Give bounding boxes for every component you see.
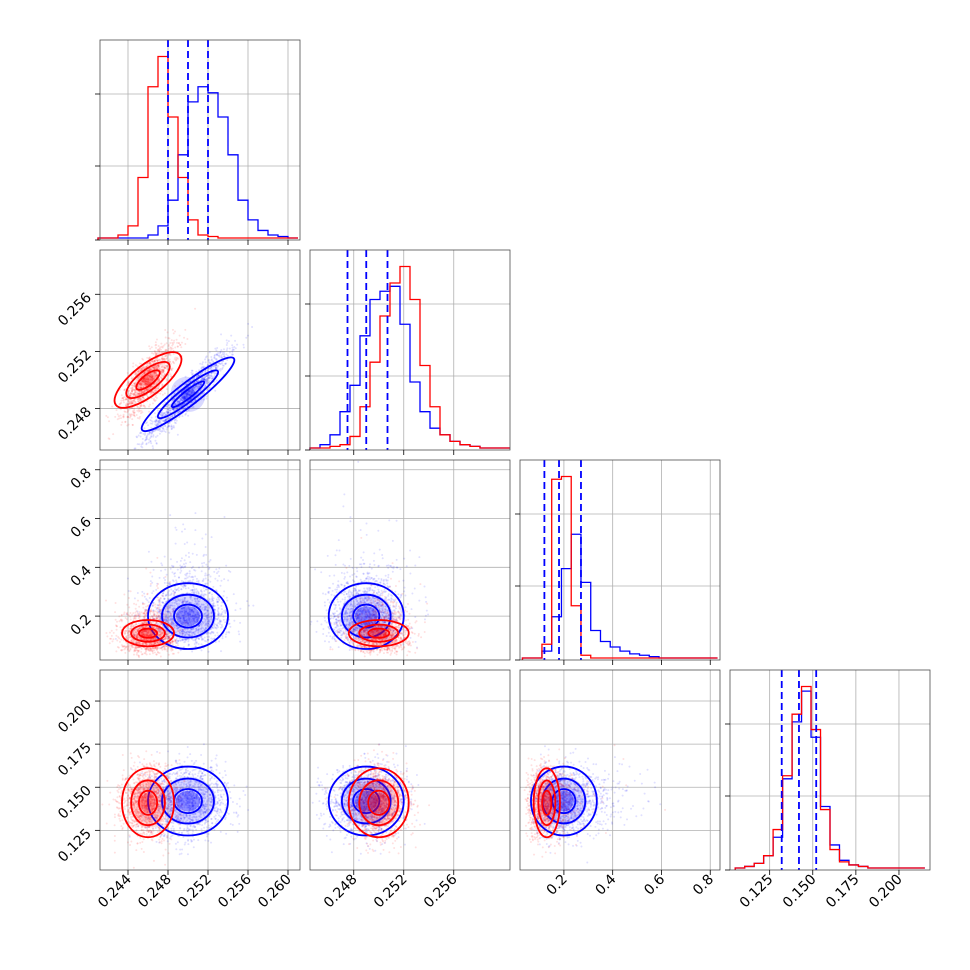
contour — [340, 593, 392, 639]
hist-1-blue — [309, 285, 510, 450]
hist-0-red — [97, 55, 298, 240]
contour — [530, 765, 598, 837]
y-tick-label: 0.125 — [55, 826, 95, 866]
contour — [532, 767, 561, 839]
contour — [170, 380, 206, 409]
contour — [135, 369, 161, 391]
x-tick-label: 0.248 — [321, 872, 361, 912]
contour — [551, 788, 577, 815]
contour — [161, 593, 215, 639]
contour — [137, 789, 158, 816]
x-tick-label: 0.2 — [544, 872, 571, 899]
contour — [147, 765, 229, 837]
y-tick-label: 0.248 — [55, 404, 95, 444]
contour — [327, 582, 405, 650]
panel-3-0 — [99, 669, 301, 871]
panel-3-3 — [725, 669, 931, 871]
x-tick-label: 0.8 — [690, 872, 717, 899]
y-tick-label: 0.8 — [68, 465, 95, 492]
y-tick-label: 0.150 — [55, 783, 95, 823]
y-tick-label: 0.175 — [55, 740, 95, 780]
contour — [140, 356, 236, 433]
contour — [121, 619, 175, 648]
y-tick-label: 0.256 — [55, 290, 95, 330]
x-tick-label: 0.256 — [215, 871, 255, 911]
scatter-3-2 — [523, 744, 667, 864]
panel-2-0 — [99, 459, 301, 661]
contour — [125, 361, 171, 399]
contour — [352, 788, 381, 815]
contour — [352, 603, 381, 629]
contour — [130, 779, 166, 827]
contour — [537, 779, 557, 827]
contour — [173, 603, 203, 629]
panel-1-1 — [305, 249, 511, 451]
x-tick-label: 0.175 — [823, 872, 863, 912]
contour — [161, 777, 215, 825]
x-tick-label: 0.248 — [135, 872, 175, 912]
y-tick-label: 0.252 — [55, 347, 95, 387]
contour — [113, 351, 183, 409]
panel-2-2 — [515, 459, 721, 661]
x-tick-label: 0.150 — [780, 872, 820, 912]
panel-3-2 — [519, 669, 721, 871]
x-tick-label: 0.260 — [255, 872, 295, 912]
panel-2-1 — [309, 459, 511, 661]
hist-2-red — [521, 475, 718, 660]
contour — [541, 789, 553, 816]
panel-1-0 — [99, 249, 301, 451]
scatter-3-0 — [101, 743, 250, 870]
x-tick-label: 0.125 — [737, 872, 777, 912]
contour — [358, 779, 400, 827]
hist-1-red — [309, 265, 510, 450]
y-tick-label: 0.6 — [68, 514, 95, 541]
y-tick-label: 0.2 — [68, 612, 95, 639]
x-tick-label: 0.252 — [371, 872, 411, 912]
contour — [130, 623, 166, 643]
contour — [347, 767, 410, 839]
contour — [147, 582, 229, 650]
scatter-2-0 — [105, 512, 255, 659]
scatter-2-1 — [310, 460, 430, 658]
x-tick-label: 0.252 — [175, 872, 215, 912]
x-tick-label: 0.200 — [866, 872, 906, 912]
contour — [327, 765, 405, 837]
contour — [137, 627, 158, 639]
contour — [340, 777, 392, 825]
scatter-1-0 — [105, 307, 254, 450]
y-tick-label: 0.4 — [68, 563, 95, 590]
panel-0-0 — [95, 39, 301, 241]
scatter-3-1 — [311, 743, 431, 862]
panel-3-1 — [309, 669, 511, 871]
contour — [121, 767, 175, 839]
contour — [367, 789, 391, 816]
hist-3-red — [734, 685, 925, 870]
x-tick-label: 0.4 — [592, 871, 619, 898]
y-tick-label: 0.200 — [55, 697, 95, 737]
x-tick-label: 0.256 — [421, 871, 461, 911]
x-tick-label: 0.6 — [641, 871, 668, 898]
contour — [156, 369, 220, 420]
x-tick-label: 0.244 — [95, 871, 135, 911]
contour — [347, 619, 410, 648]
contour — [367, 627, 391, 639]
contour — [358, 623, 400, 643]
